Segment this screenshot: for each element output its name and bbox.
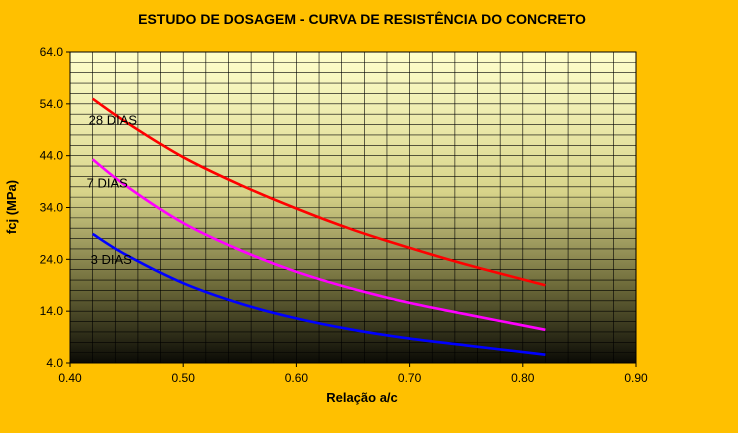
series-line: [91, 232, 546, 356]
x-tick-label: 0.60: [285, 371, 309, 385]
x-tick-label: 0.80: [511, 371, 535, 385]
series-label: 28 DIAS: [89, 113, 138, 128]
series-label: 3 DIAS: [91, 252, 133, 267]
y-tick-label: 14.0: [40, 304, 64, 318]
chart-title: ESTUDO DE DOSAGEM - CURVA DE RESISTÊNCIA…: [138, 10, 586, 27]
x-tick-label: 0.50: [172, 371, 196, 385]
x-tick-label: 0.90: [624, 371, 648, 385]
y-tick-label: 64.0: [40, 45, 64, 59]
series-group: 28 DIAS 7 DIAS 3 DIAS: [87, 97, 546, 356]
series-line: [91, 97, 546, 287]
y-tick-label: 4.0: [46, 356, 63, 370]
y-tick-labels: 4.0 14.0 24.0 34.0 44.0 54.0 64.0: [40, 45, 70, 370]
y-tick-label: 54.0: [40, 97, 64, 111]
y-axis-label: fcj (MPa): [4, 180, 19, 234]
x-tick-label: 0.40: [58, 371, 82, 385]
x-axis-label: Relação a/c: [326, 390, 398, 405]
y-tick-label: 44.0: [40, 149, 64, 163]
series-label: 7 DIAS: [87, 175, 129, 190]
y-tick-label: 24.0: [40, 252, 64, 266]
y-tick-label: 34.0: [40, 201, 64, 215]
x-tick-label: 0.70: [398, 371, 422, 385]
x-tick-labels: 0.40 0.50 0.60 0.70 0.80 0.90: [58, 363, 648, 385]
series-line: [91, 158, 546, 332]
